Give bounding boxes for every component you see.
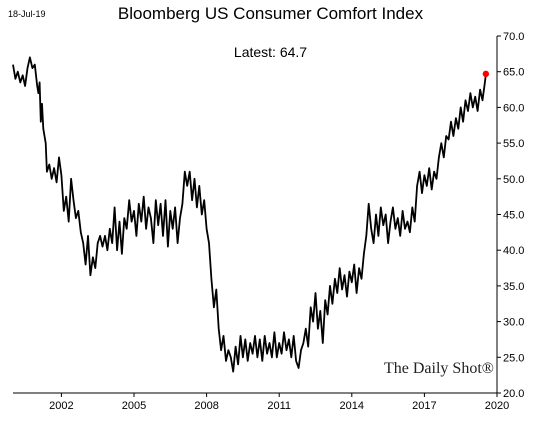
report-date: 18-Jul-19 [8,9,46,19]
series-line [12,56,487,373]
watermark-logo: The Daily Shot® [384,360,494,377]
y-tick-label: 65.0 [503,67,524,79]
y-tick-label: 30.0 [503,317,524,329]
y-tick-label: 20.0 [503,388,524,400]
chart-title: Bloomberg US Consumer Comfort Index [117,4,424,23]
x-tick-label: 2008 [194,400,218,412]
y-tick-label: 70.0 [503,31,524,43]
y-tick-label: 40.0 [503,245,524,257]
x-tick-label: 2011 [267,400,291,412]
y-tick-label: 45.0 [503,210,524,222]
series-group [12,56,487,373]
y-tick-label: 35.0 [503,281,524,293]
x-tick-label: 2017 [412,400,436,412]
latest-marker-group [482,70,490,78]
x-axis-ticks: 2002 2005 2008 2011 2014 2017 2020 [49,393,509,412]
latest-value-annotation: Latest: 64.7 [233,44,308,60]
y-tick-label: 25.0 [503,352,524,364]
x-tick-label: 2002 [49,400,73,412]
x-tick-label: 2020 [485,400,509,412]
y-tick-label: 60.0 [503,102,524,114]
latest-point-marker [482,70,490,78]
y-tick-label: 55.0 [503,138,524,150]
x-tick-label: 2005 [122,400,146,412]
y-axis-ticks: 20.0 25.0 30.0 35.0 40.0 45.0 50.0 55.0 60.0 65.0… [497,31,524,400]
x-tick-label: 2014 [340,400,364,412]
y-tick-label: 50.0 [503,174,524,186]
